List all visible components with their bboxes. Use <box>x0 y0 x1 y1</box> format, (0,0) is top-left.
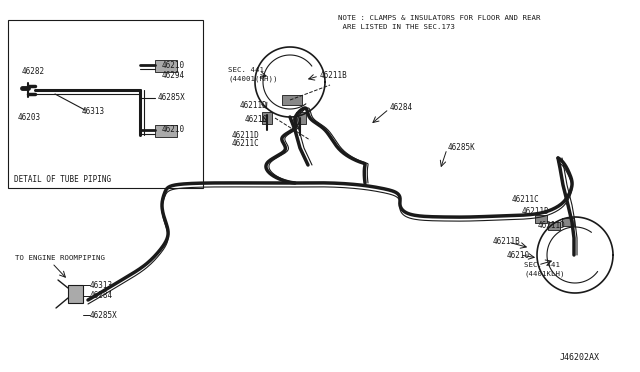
Bar <box>155 60 177 72</box>
Text: (4401KLH): (4401KLH) <box>524 271 564 277</box>
Bar <box>535 215 547 223</box>
Text: TO ENGINE ROOMPIPING: TO ENGINE ROOMPIPING <box>15 255 105 261</box>
Text: 46285X: 46285X <box>90 311 118 320</box>
Text: 46313: 46313 <box>90 280 113 289</box>
Text: 46211D: 46211D <box>240 100 268 109</box>
Text: 46203: 46203 <box>18 113 41 122</box>
Bar <box>68 285 83 303</box>
Text: 46285K: 46285K <box>448 144 476 153</box>
Text: 46211D: 46211D <box>232 131 260 140</box>
Bar <box>8 20 203 188</box>
Text: NOTE : CLAMPS & INSULATORS FOR FLOOR AND REAR: NOTE : CLAMPS & INSULATORS FOR FLOOR AND… <box>338 15 541 21</box>
Text: 46211C: 46211C <box>232 140 260 148</box>
Text: 46284: 46284 <box>390 103 413 112</box>
Text: 46211C: 46211C <box>512 196 540 205</box>
Text: 46294: 46294 <box>162 71 185 80</box>
Bar <box>262 112 272 124</box>
Text: 46285X: 46285X <box>158 93 186 103</box>
Bar <box>548 222 560 230</box>
Text: (44001(RH)): (44001(RH)) <box>228 76 278 82</box>
Text: 46210: 46210 <box>162 125 185 135</box>
Bar <box>282 95 302 105</box>
Text: SEC. 441: SEC. 441 <box>524 262 560 268</box>
Text: SEC. 441: SEC. 441 <box>228 67 264 73</box>
Text: 46211B: 46211B <box>320 71 348 80</box>
Text: 46211B: 46211B <box>493 237 521 247</box>
Text: 46210: 46210 <box>245 115 268 125</box>
Bar <box>562 218 574 226</box>
Bar <box>155 125 177 137</box>
Text: 46210: 46210 <box>507 250 530 260</box>
Text: 46282: 46282 <box>22 67 45 77</box>
Text: 46284: 46284 <box>90 292 113 301</box>
Bar <box>296 112 306 124</box>
Text: ARE LISTED IN THE SEC.173: ARE LISTED IN THE SEC.173 <box>338 24 455 30</box>
Text: 46210: 46210 <box>162 61 185 70</box>
Text: 46313: 46313 <box>82 108 105 116</box>
Text: J46202AX: J46202AX <box>560 353 600 362</box>
Text: DETAIL OF TUBE PIPING: DETAIL OF TUBE PIPING <box>14 176 111 185</box>
Text: 46211D: 46211D <box>522 208 550 217</box>
Text: 46211D: 46211D <box>538 221 566 230</box>
